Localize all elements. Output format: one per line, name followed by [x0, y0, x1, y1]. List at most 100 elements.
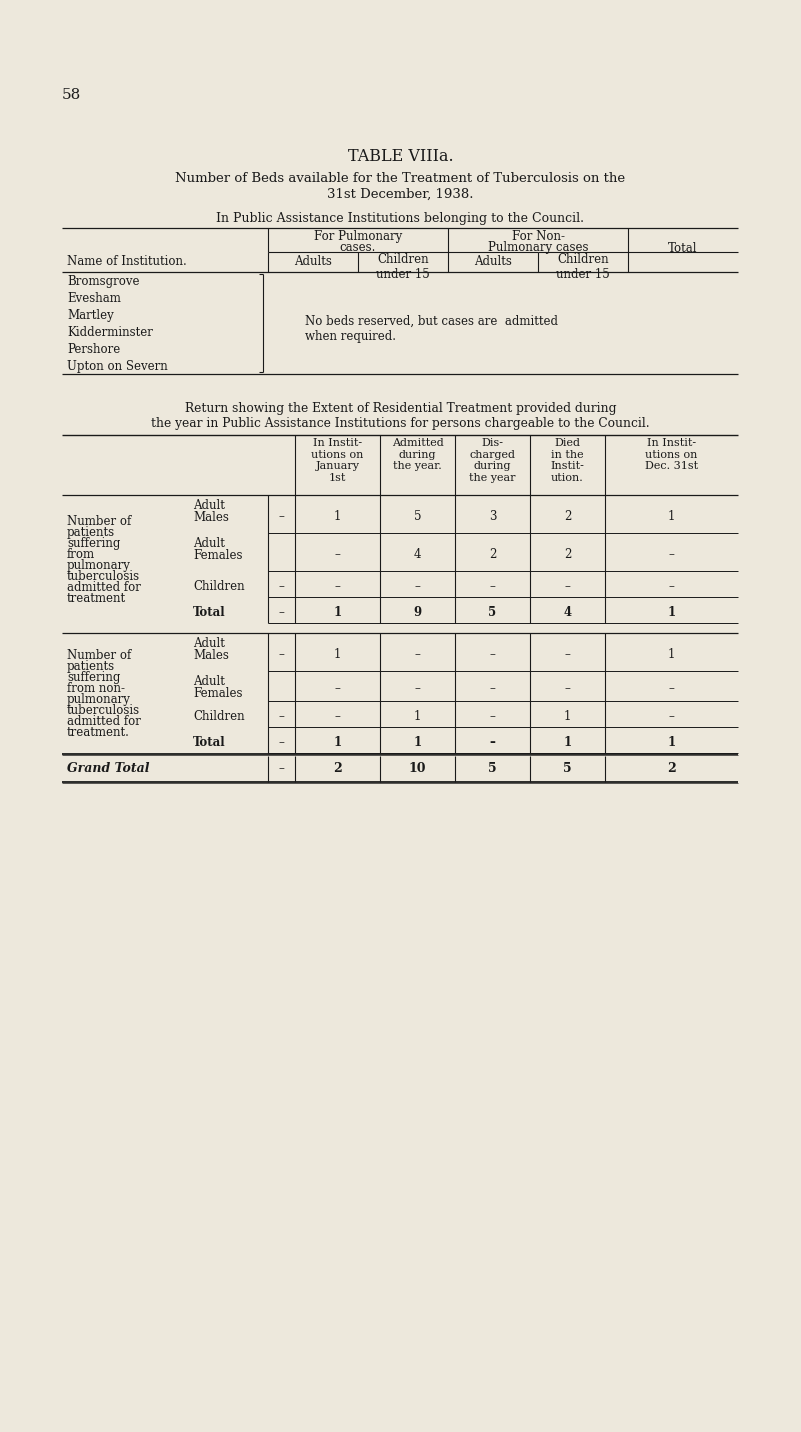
Text: 1: 1	[564, 710, 571, 723]
Text: 1: 1	[668, 510, 675, 523]
Text: –: –	[279, 736, 284, 749]
Text: treatment.: treatment.	[67, 726, 130, 739]
Text: patients: patients	[67, 660, 115, 673]
Text: pulmonary: pulmonary	[67, 693, 131, 706]
Text: 1: 1	[413, 736, 421, 749]
Text: TABLE VIIIa.: TABLE VIIIa.	[348, 147, 453, 165]
Text: 2: 2	[489, 548, 496, 561]
Text: 58: 58	[62, 87, 81, 102]
Text: Total: Total	[668, 242, 698, 255]
Text: No beds reserved, but cases are  admitted: No beds reserved, but cases are admitted	[305, 315, 558, 328]
Text: Females: Females	[193, 687, 243, 700]
Text: 2: 2	[333, 762, 342, 775]
Text: –: –	[489, 682, 496, 695]
Text: 2: 2	[667, 762, 676, 775]
Text: 1: 1	[334, 649, 341, 662]
Text: Upton on Severn: Upton on Severn	[67, 359, 167, 372]
Text: Adult: Adult	[193, 674, 225, 687]
Text: 3: 3	[489, 510, 497, 523]
Text: –: –	[335, 710, 340, 723]
Text: Adults: Adults	[474, 255, 512, 268]
Text: 2: 2	[564, 548, 571, 561]
Text: –: –	[489, 580, 496, 593]
Text: Children: Children	[193, 710, 244, 723]
Text: –: –	[415, 580, 421, 593]
Text: –: –	[279, 649, 284, 662]
Text: –: –	[565, 682, 570, 695]
Text: 1: 1	[414, 710, 421, 723]
Text: Total: Total	[193, 606, 226, 619]
Text: 4: 4	[414, 548, 421, 561]
Text: –: –	[489, 736, 496, 749]
Text: Males: Males	[193, 511, 229, 524]
Text: –: –	[279, 580, 284, 593]
Text: For Non-: For Non-	[512, 231, 565, 243]
Text: Number of: Number of	[67, 649, 131, 662]
Text: 1: 1	[667, 736, 675, 749]
Text: Total: Total	[193, 736, 226, 749]
Text: –: –	[279, 510, 284, 523]
Text: 10: 10	[409, 762, 426, 775]
Text: Martley: Martley	[67, 309, 114, 322]
Text: Children: Children	[193, 580, 244, 593]
Text: tuberculosis: tuberculosis	[67, 705, 140, 717]
Text: 4: 4	[563, 606, 572, 619]
Text: Evesham: Evesham	[67, 292, 121, 305]
Text: the year in Public Assistance Institutions for persons chargeable to the Council: the year in Public Assistance Institutio…	[151, 417, 650, 430]
Text: 9: 9	[413, 606, 421, 619]
Text: Adult: Adult	[193, 537, 225, 550]
Text: –: –	[669, 548, 674, 561]
Text: Children
under 15: Children under 15	[376, 253, 430, 281]
Text: 1: 1	[333, 736, 341, 749]
Text: 1: 1	[667, 606, 675, 619]
Text: Grand Total: Grand Total	[67, 762, 150, 775]
Text: treatment: treatment	[67, 591, 126, 604]
Text: Died
in the
Instit-
ution.: Died in the Instit- ution.	[550, 438, 585, 483]
Text: Name of Institution.: Name of Institution.	[67, 255, 187, 268]
Text: In Instit-
utions on
Dec. 31st: In Instit- utions on Dec. 31st	[645, 438, 698, 471]
Text: Number of Beds available for the Treatment of Tuberculosis on the: Number of Beds available for the Treatme…	[175, 172, 626, 185]
Text: –: –	[279, 606, 284, 619]
Text: patients: patients	[67, 526, 115, 538]
Text: –: –	[489, 710, 496, 723]
Text: pulmonary: pulmonary	[67, 558, 131, 571]
Text: Males: Males	[193, 649, 229, 662]
Text: –: –	[415, 682, 421, 695]
Text: –: –	[415, 649, 421, 662]
Text: –: –	[565, 580, 570, 593]
Text: 1: 1	[334, 510, 341, 523]
Text: Bromsgrove: Bromsgrove	[67, 275, 139, 288]
Text: Pulmonary cases: Pulmonary cases	[488, 241, 588, 253]
Text: –: –	[669, 580, 674, 593]
Text: from non-: from non-	[67, 682, 125, 695]
Text: Dis-
charged
during
the year: Dis- charged during the year	[469, 438, 516, 483]
Text: Adult: Adult	[193, 637, 225, 650]
Text: tuberculosis: tuberculosis	[67, 570, 140, 583]
Text: –: –	[489, 649, 496, 662]
Text: 1: 1	[333, 606, 341, 619]
Text: 1: 1	[668, 649, 675, 662]
Text: Adults: Adults	[294, 255, 332, 268]
Text: –: –	[279, 762, 284, 775]
Text: 5: 5	[489, 606, 497, 619]
Text: –: –	[335, 548, 340, 561]
Text: For Pulmonary: For Pulmonary	[314, 231, 402, 243]
Text: 5: 5	[414, 510, 421, 523]
Text: In Public Assistance Institutions belonging to the Council.: In Public Assistance Institutions belong…	[216, 212, 585, 225]
Text: 2: 2	[564, 510, 571, 523]
Text: Return showing the Extent of Residential Treatment provided during: Return showing the Extent of Residential…	[185, 402, 616, 415]
Text: –: –	[279, 710, 284, 723]
Text: Number of: Number of	[67, 516, 131, 528]
Text: when required.: when required.	[305, 329, 396, 344]
Text: Females: Females	[193, 548, 243, 561]
Text: suffering: suffering	[67, 672, 120, 684]
Text: suffering: suffering	[67, 537, 120, 550]
Text: from: from	[67, 548, 95, 561]
Text: Kidderminster: Kidderminster	[67, 326, 153, 339]
Text: 31st December, 1938.: 31st December, 1938.	[328, 188, 473, 200]
Text: admitted for: admitted for	[67, 715, 141, 727]
Text: –: –	[669, 682, 674, 695]
Text: In Instit-
utions on
January
1st: In Instit- utions on January 1st	[312, 438, 364, 483]
Text: Admitted
during
the year.: Admitted during the year.	[392, 438, 444, 471]
Text: –: –	[565, 649, 570, 662]
